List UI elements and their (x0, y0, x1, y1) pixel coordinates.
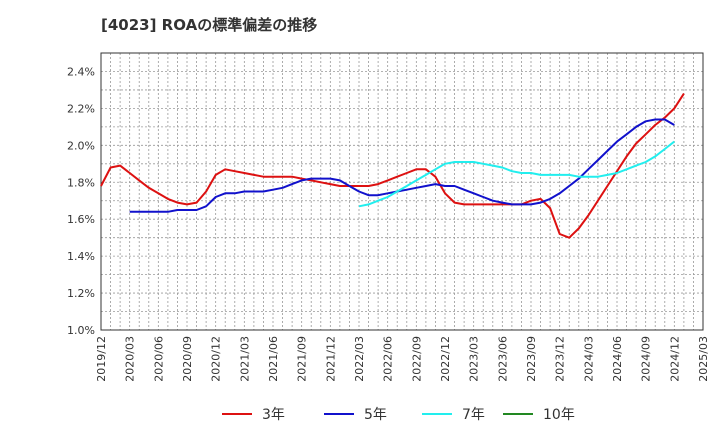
x-tick-label: 2022/12 (439, 336, 452, 382)
legend-label: 7年 (462, 407, 485, 423)
series-line-3年 (100, 93, 685, 239)
x-tick-label: 2024/12 (668, 336, 681, 382)
plot-frame (100, 52, 704, 331)
x-tick-label: 2023/06 (496, 336, 509, 382)
x-tick-label: 2025/03 (697, 336, 710, 382)
x-tick-label: 2023/09 (525, 336, 538, 382)
x-tick-label: 2020/09 (181, 336, 194, 382)
grid-lines (101, 53, 703, 330)
x-tick-label: 2020/12 (210, 336, 223, 382)
y-tick-label: 1.6% (67, 213, 95, 226)
x-tick-label: 2021/03 (238, 336, 251, 382)
legend-label: 10年 (543, 407, 575, 423)
legend-label: 3年 (262, 407, 285, 423)
x-tick-label: 2022/09 (410, 336, 423, 382)
x-tick-label: 2023/12 (554, 336, 567, 382)
legend-label: 5年 (364, 407, 387, 423)
y-tick-label: 1.4% (67, 250, 95, 263)
legend: 3年 5年 7年 10年 (222, 407, 575, 423)
series-lines (100, 93, 685, 239)
y-tick-label: 2.2% (67, 102, 95, 115)
x-axis-tick-labels: 2019/12 2020/03 2020/06 2020/09 2020/12 2021/… (95, 336, 710, 382)
x-tick-label: 2021/09 (296, 336, 309, 382)
x-tick-label: 2024/03 (582, 336, 595, 382)
chart-title: [4023] ROAの標準偏差の推移 (101, 16, 318, 34)
x-tick-label: 2022/03 (353, 336, 366, 382)
x-tick-label: 2022/06 (382, 336, 395, 382)
series-line-5年 (129, 118, 675, 213)
x-tick-label: 2024/06 (611, 336, 624, 382)
y-tick-label: 1.8% (67, 176, 95, 189)
x-tick-label: 2021/12 (324, 336, 337, 382)
x-tick-label: 2020/03 (124, 336, 137, 382)
y-axis-tick-labels: 1.0% 1.2% 1.4% 1.6% 1.8% 2.0% 2.2% 2.4% (67, 65, 95, 337)
x-tick-label: 2020/06 (152, 336, 165, 382)
x-tick-label: 2021/06 (267, 336, 280, 382)
x-tick-label: 2023/03 (468, 336, 481, 382)
y-tick-label: 2.4% (67, 65, 95, 78)
x-tick-label: 2019/12 (95, 336, 108, 382)
y-tick-label: 2.0% (67, 139, 95, 152)
y-tick-label: 1.2% (67, 287, 95, 300)
y-tick-label: 1.0% (67, 324, 95, 337)
x-tick-label: 2024/09 (640, 336, 653, 382)
series-line-7年 (358, 140, 675, 208)
